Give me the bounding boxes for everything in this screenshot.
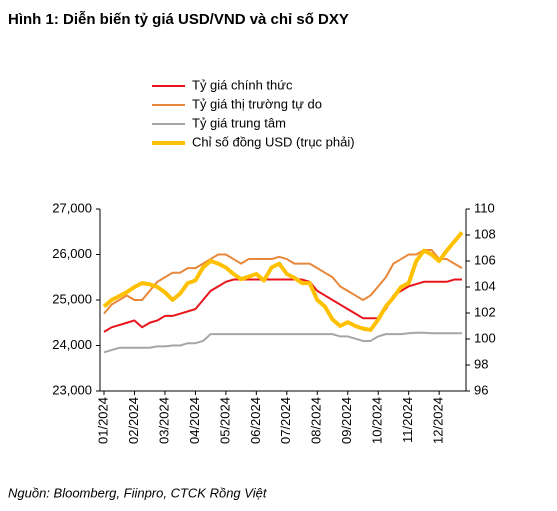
source: Nguồn: Bloomberg, Fiinpro, CTCK Rồng Việ… bbox=[8, 485, 268, 500]
x-tick-label: 02/2024 bbox=[126, 397, 141, 444]
x-tick-label: 08/2024 bbox=[309, 397, 324, 444]
y2-tick-label: 102 bbox=[474, 304, 496, 319]
series-line bbox=[103, 278, 462, 333]
legend-label: Tỷ giá chính thức bbox=[192, 77, 293, 92]
x-tick-label: 07/2024 bbox=[278, 397, 293, 444]
legend-label: Chỉ số đồng USD (trục phải) bbox=[192, 134, 355, 149]
chart-title: Hình 1: Diễn biến tỷ giá USD/VND và chỉ … bbox=[8, 11, 349, 28]
x-tick-label: 10/2024 bbox=[370, 397, 385, 444]
x-tick-label: 06/2024 bbox=[248, 397, 263, 444]
y2-tick-label: 106 bbox=[474, 252, 496, 267]
y-tick-label: 26,000 bbox=[52, 246, 92, 261]
x-tick-label: 01/2024 bbox=[95, 397, 110, 444]
y2-tick-label: 96 bbox=[474, 382, 488, 397]
y2-tick-label: 108 bbox=[474, 226, 496, 241]
y-tick-label: 24,000 bbox=[52, 337, 92, 352]
series-line bbox=[103, 331, 462, 354]
y-tick-label: 25,000 bbox=[52, 291, 92, 306]
x-tick-label: 03/2024 bbox=[156, 397, 171, 444]
x-tick-label: 09/2024 bbox=[339, 397, 354, 444]
y-tick-label: 23,000 bbox=[52, 382, 92, 397]
x-tick-label: 11/2024 bbox=[400, 397, 415, 443]
x-tick-label: 04/2024 bbox=[187, 397, 202, 444]
y2-tick-label: 110 bbox=[474, 200, 495, 215]
x-tick-label: 05/2024 bbox=[217, 397, 232, 444]
y2-tick-label: 104 bbox=[474, 278, 496, 293]
series-line bbox=[103, 248, 463, 315]
y2-tick-label: 100 bbox=[474, 330, 496, 345]
legend-label: Tỷ giá trung tâm bbox=[192, 115, 286, 130]
x-tick-label: 12/2024 bbox=[431, 397, 446, 444]
series-line bbox=[102, 231, 464, 332]
y-tick-label: 27,000 bbox=[52, 200, 92, 215]
y2-tick-label: 98 bbox=[474, 356, 488, 371]
legend-label: Tỷ giá thị trường tự do bbox=[192, 96, 322, 111]
